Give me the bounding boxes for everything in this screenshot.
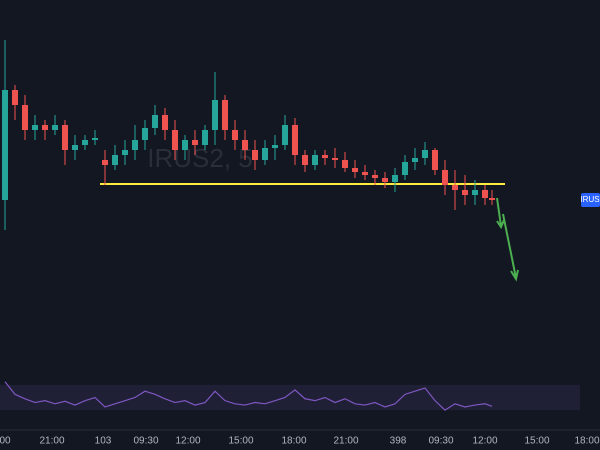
x-tick-label: 00 (0, 436, 11, 447)
candle-body (362, 172, 368, 175)
x-tick-label: 103 (95, 436, 112, 447)
symbol-tag-box (581, 193, 600, 207)
candle-body (262, 148, 268, 160)
candle-body (152, 115, 158, 128)
arrow (502, 213, 519, 282)
candle-body (112, 155, 118, 165)
x-tick-label: 12:00 (472, 436, 497, 447)
candle-body (132, 140, 138, 150)
candle-body (252, 150, 258, 160)
candle-body (72, 145, 78, 150)
x-tick-label: 09:30 (428, 436, 453, 447)
candle-body (162, 115, 168, 130)
symbol-tag: IRUS (580, 195, 599, 204)
candle-body (212, 100, 218, 130)
candle-body (182, 140, 188, 150)
candle-body (432, 150, 438, 170)
x-tick-label: 12:00 (175, 436, 200, 447)
candle-body (82, 140, 88, 145)
candle-body (142, 128, 148, 140)
candle-body (342, 160, 348, 168)
candle-body (412, 158, 418, 162)
candle-body (292, 125, 298, 155)
x-tick-label: 15:00 (228, 436, 253, 447)
candle-body (382, 178, 388, 182)
candle-body (242, 140, 248, 150)
candle-body (452, 185, 458, 190)
candle-body (192, 140, 198, 145)
candle-body (482, 190, 488, 198)
candle-body (312, 155, 318, 165)
candle-body (232, 130, 238, 140)
candle-body (202, 130, 208, 145)
candle-body (392, 175, 398, 182)
x-tick-label: 21:00 (333, 436, 358, 447)
x-tick-label: 21:00 (39, 436, 64, 447)
candle-body (402, 162, 408, 175)
x-tick-label: 15:00 (524, 436, 549, 447)
candle-body (462, 190, 468, 195)
x-tick-label: 398 (390, 436, 407, 447)
candle-body (12, 90, 18, 105)
x-tick-label: 18:00 (281, 436, 306, 447)
candle-body (372, 175, 378, 178)
candle-body (2, 90, 8, 200)
candle-body (322, 155, 328, 158)
candle-body (52, 125, 58, 130)
candle-body (442, 170, 448, 185)
candle-body (222, 100, 228, 130)
candle-body (42, 125, 48, 130)
candle-body (352, 168, 358, 172)
candle-body (22, 105, 28, 130)
candle-body (272, 145, 278, 148)
watermark: IRUS2, 5 (147, 143, 253, 173)
candle-body (172, 130, 178, 150)
candle-body (472, 190, 478, 195)
oscillator-band (0, 384, 580, 411)
candle-body (32, 125, 38, 130)
x-tick-label: 18:00 (574, 436, 599, 447)
candle-body (282, 125, 288, 145)
trend-arrows (496, 197, 519, 282)
candle-body (102, 160, 108, 165)
candle-body (489, 198, 495, 200)
candle-body (422, 150, 428, 158)
arrow (496, 197, 505, 230)
candle-body (62, 125, 68, 150)
candle-body (92, 138, 98, 140)
candle-body (302, 155, 308, 165)
candle-body (122, 150, 128, 155)
oscillator-line (4, 381, 493, 411)
candle-body (332, 158, 338, 160)
x-tick-label: 09:30 (133, 436, 158, 447)
